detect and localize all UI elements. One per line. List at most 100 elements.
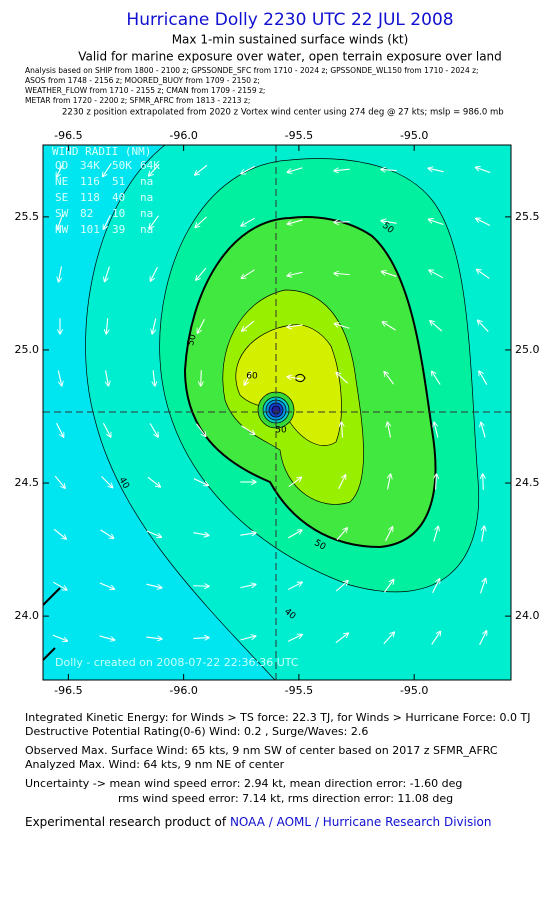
wind-arrow: [242, 320, 255, 331]
wind-arrow: [432, 579, 440, 594]
credit: Experimental research product of NOAA / …: [25, 815, 492, 829]
footer-line: rms wind speed error: 7.14 kt, rms direc…: [118, 792, 453, 805]
wind-arrow: [383, 632, 394, 645]
wind-arrow: [240, 533, 255, 535]
wind-arrow: [429, 270, 444, 279]
wind-arrow: [287, 377, 303, 380]
wind-arrow: [381, 221, 397, 224]
wind-arrow: [201, 370, 202, 385]
wind-arrow: [241, 165, 256, 173]
wind-arrow: [53, 581, 66, 590]
wind-arrow: [153, 370, 155, 385]
wind-arrow: [151, 266, 158, 281]
wind-arrow: [100, 529, 113, 538]
wind-arrow: [59, 266, 62, 281]
x-tick-label: -95.5: [285, 129, 313, 142]
analysis-line: Analysis based on SHIP from 1800 - 2100 …: [25, 66, 479, 75]
wind-arrow: [57, 162, 64, 177]
contour-label: 60: [246, 372, 258, 382]
x-tick-label: -95.0: [400, 129, 428, 142]
wind-arrow: [103, 163, 112, 177]
wind-arrow: [149, 163, 160, 176]
radii-cell: NE: [55, 175, 68, 188]
radii-cell: na: [140, 191, 153, 204]
wind-arrow: [431, 632, 441, 645]
credit-link: NOAA / AOML / Hurricane Research Divisio…: [230, 815, 492, 829]
wind-arrow: [334, 169, 350, 171]
radii-cell: na: [140, 207, 153, 220]
wind-arrow: [244, 370, 253, 385]
wind-arrow: [57, 370, 61, 385]
x-tick-label: -96.0: [169, 684, 197, 697]
wind-arrow: [99, 635, 115, 640]
radii-cell: 101: [80, 223, 100, 236]
footer-line: Analyzed Max. Wind: 64 kts, 9 nm NE of c…: [25, 758, 285, 771]
wind-arrow: [481, 423, 486, 438]
wind-arrow: [54, 475, 65, 488]
wind-arrow: [146, 583, 161, 588]
wind-arrow: [57, 214, 64, 230]
wind-arrow: [477, 270, 490, 279]
y-tick-label: 25.5: [15, 210, 40, 223]
footer-line: Uncertainty -> mean wind speed error: 2.…: [25, 777, 462, 790]
wind-arrow: [242, 269, 255, 278]
wind-arrow: [106, 370, 109, 385]
wind-arrow: [478, 320, 489, 332]
radii-cell: 50K: [112, 159, 132, 172]
wind-arrow: [479, 631, 487, 646]
wind-arrow: [106, 318, 107, 333]
wind-arrow: [196, 267, 207, 280]
wind-arrow: [193, 533, 208, 536]
wind-arrow: [382, 322, 396, 331]
x-tick-label: -96.5: [54, 684, 82, 697]
plot-frame: [42, 144, 512, 681]
wind-arrow: [288, 477, 301, 487]
position-note: 2230 z position extrapolated from 2020 z…: [62, 108, 504, 118]
wind-arrow: [240, 584, 255, 589]
wind-arrow: [152, 318, 157, 333]
footer-line: Destructive Potential Rating(0-6) Wind: …: [25, 725, 368, 738]
y-tick-label: 24.0: [515, 609, 540, 622]
wind-arrow: [434, 423, 439, 438]
wind-arrow: [241, 425, 255, 434]
wind-arrow: [335, 633, 348, 644]
wind-arrow: [99, 582, 114, 589]
wind-arrow: [241, 217, 255, 226]
wind-arrow: [476, 219, 491, 226]
title: Hurricane Dolly 2230 UTC 22 JUL 2008: [126, 10, 453, 30]
wind-arrow: [195, 164, 208, 175]
radii-cell: na: [140, 223, 153, 236]
wind-arrow: [436, 474, 437, 490]
wind-arrow: [52, 634, 67, 641]
subtitle: Max 1-min sustained surface winds (kt): [172, 33, 409, 47]
y-tick-label: 25.5: [515, 210, 540, 223]
analysis-line: WEATHER_FLOW from 1710 - 2155 z; CMAN fr…: [25, 86, 265, 95]
wind-arrow: [146, 530, 161, 537]
wind-arrow: [430, 321, 443, 332]
wind-field: Dolly - created on 2008-07-22 22:36:36 U…: [43, 145, 511, 680]
wind-arrow: [382, 272, 397, 277]
y-tick-label: 25.0: [15, 343, 40, 356]
wind-arrow: [193, 478, 208, 486]
radii-cell: QD: [55, 159, 68, 172]
wind-arrow: [479, 371, 488, 385]
wind-arrow: [147, 476, 160, 487]
wind-arrow: [334, 222, 350, 223]
y-tick-label: 24.0: [15, 609, 40, 622]
wind-arrow: [341, 422, 342, 438]
radii-cell: 40: [112, 191, 125, 204]
wind-arrow: [432, 371, 441, 385]
radii-cell: 10: [112, 207, 125, 220]
radii-cell: SW: [55, 207, 69, 220]
x-tick-label: -96.5: [54, 129, 82, 142]
x-tick-label: -95.5: [285, 684, 313, 697]
valid-note: Valid for marine exposure over water, op…: [78, 50, 502, 64]
wind-arrow: [429, 219, 444, 226]
wind-arrow: [387, 422, 390, 438]
wind-arrow: [197, 318, 205, 333]
wind-arrow: [193, 638, 208, 639]
wind-arrow: [381, 169, 397, 170]
wind-arrow: [482, 526, 485, 542]
wind-arrow: [288, 167, 303, 172]
